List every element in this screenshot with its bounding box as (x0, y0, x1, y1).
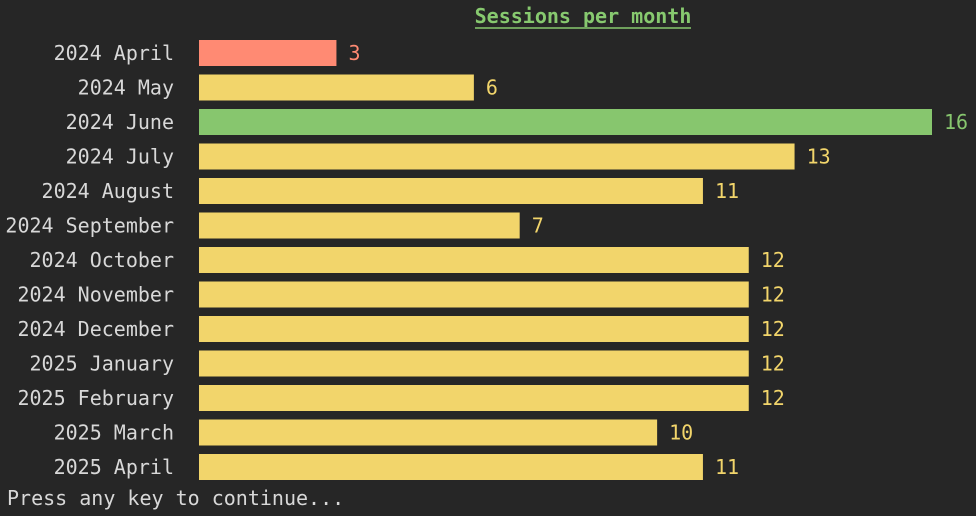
category-label: 2024 August (42, 179, 174, 203)
category-label: 2024 November (17, 283, 174, 307)
bar (199, 316, 749, 342)
category-label: 2024 July (66, 145, 174, 169)
category-label: 2024 June (66, 110, 174, 134)
bar-value-label: 10 (669, 421, 693, 445)
bar (199, 350, 749, 377)
bar (199, 109, 932, 135)
bar (199, 281, 749, 308)
bar-value-label: 12 (761, 317, 785, 341)
bar-value-label: 11 (715, 455, 739, 479)
bar (199, 40, 337, 66)
bar (199, 143, 795, 170)
category-label: 2024 October (30, 248, 175, 272)
category-label: 2025 March (54, 421, 174, 445)
category-label: 2024 December (17, 317, 174, 341)
chart-title: Sessions per month (475, 4, 692, 28)
bar (199, 454, 703, 480)
bar (199, 385, 749, 411)
category-label: 2025 January (30, 352, 175, 376)
bar (199, 212, 520, 239)
category-label: 2025 April (54, 455, 174, 479)
bar-value-label: 12 (761, 386, 785, 410)
bar-value-label: 6 (486, 76, 498, 100)
category-label: 2024 May (78, 76, 174, 100)
bar (199, 178, 703, 204)
bar-value-label: 7 (532, 214, 544, 238)
bar (199, 74, 474, 101)
bar-value-label: 12 (761, 248, 785, 272)
continue-prompt: Press any key to continue... (7, 486, 345, 510)
bar-value-label: 16 (944, 110, 968, 134)
bar-value-label: 3 (348, 41, 360, 65)
category-label: 2024 April (54, 41, 174, 65)
bars-layer: 2024 April 3 2024 May 6 2024 June 16 2024 July… (5, 40, 968, 480)
bar-value-label: 12 (761, 283, 785, 307)
bar-value-label: 11 (715, 179, 739, 203)
bar (199, 419, 658, 446)
category-label: 2025 February (17, 386, 174, 410)
bar-value-label: 12 (761, 352, 785, 376)
category-label: 2024 September (5, 214, 174, 238)
bar-value-label: 13 (807, 145, 831, 169)
bar (199, 247, 749, 273)
